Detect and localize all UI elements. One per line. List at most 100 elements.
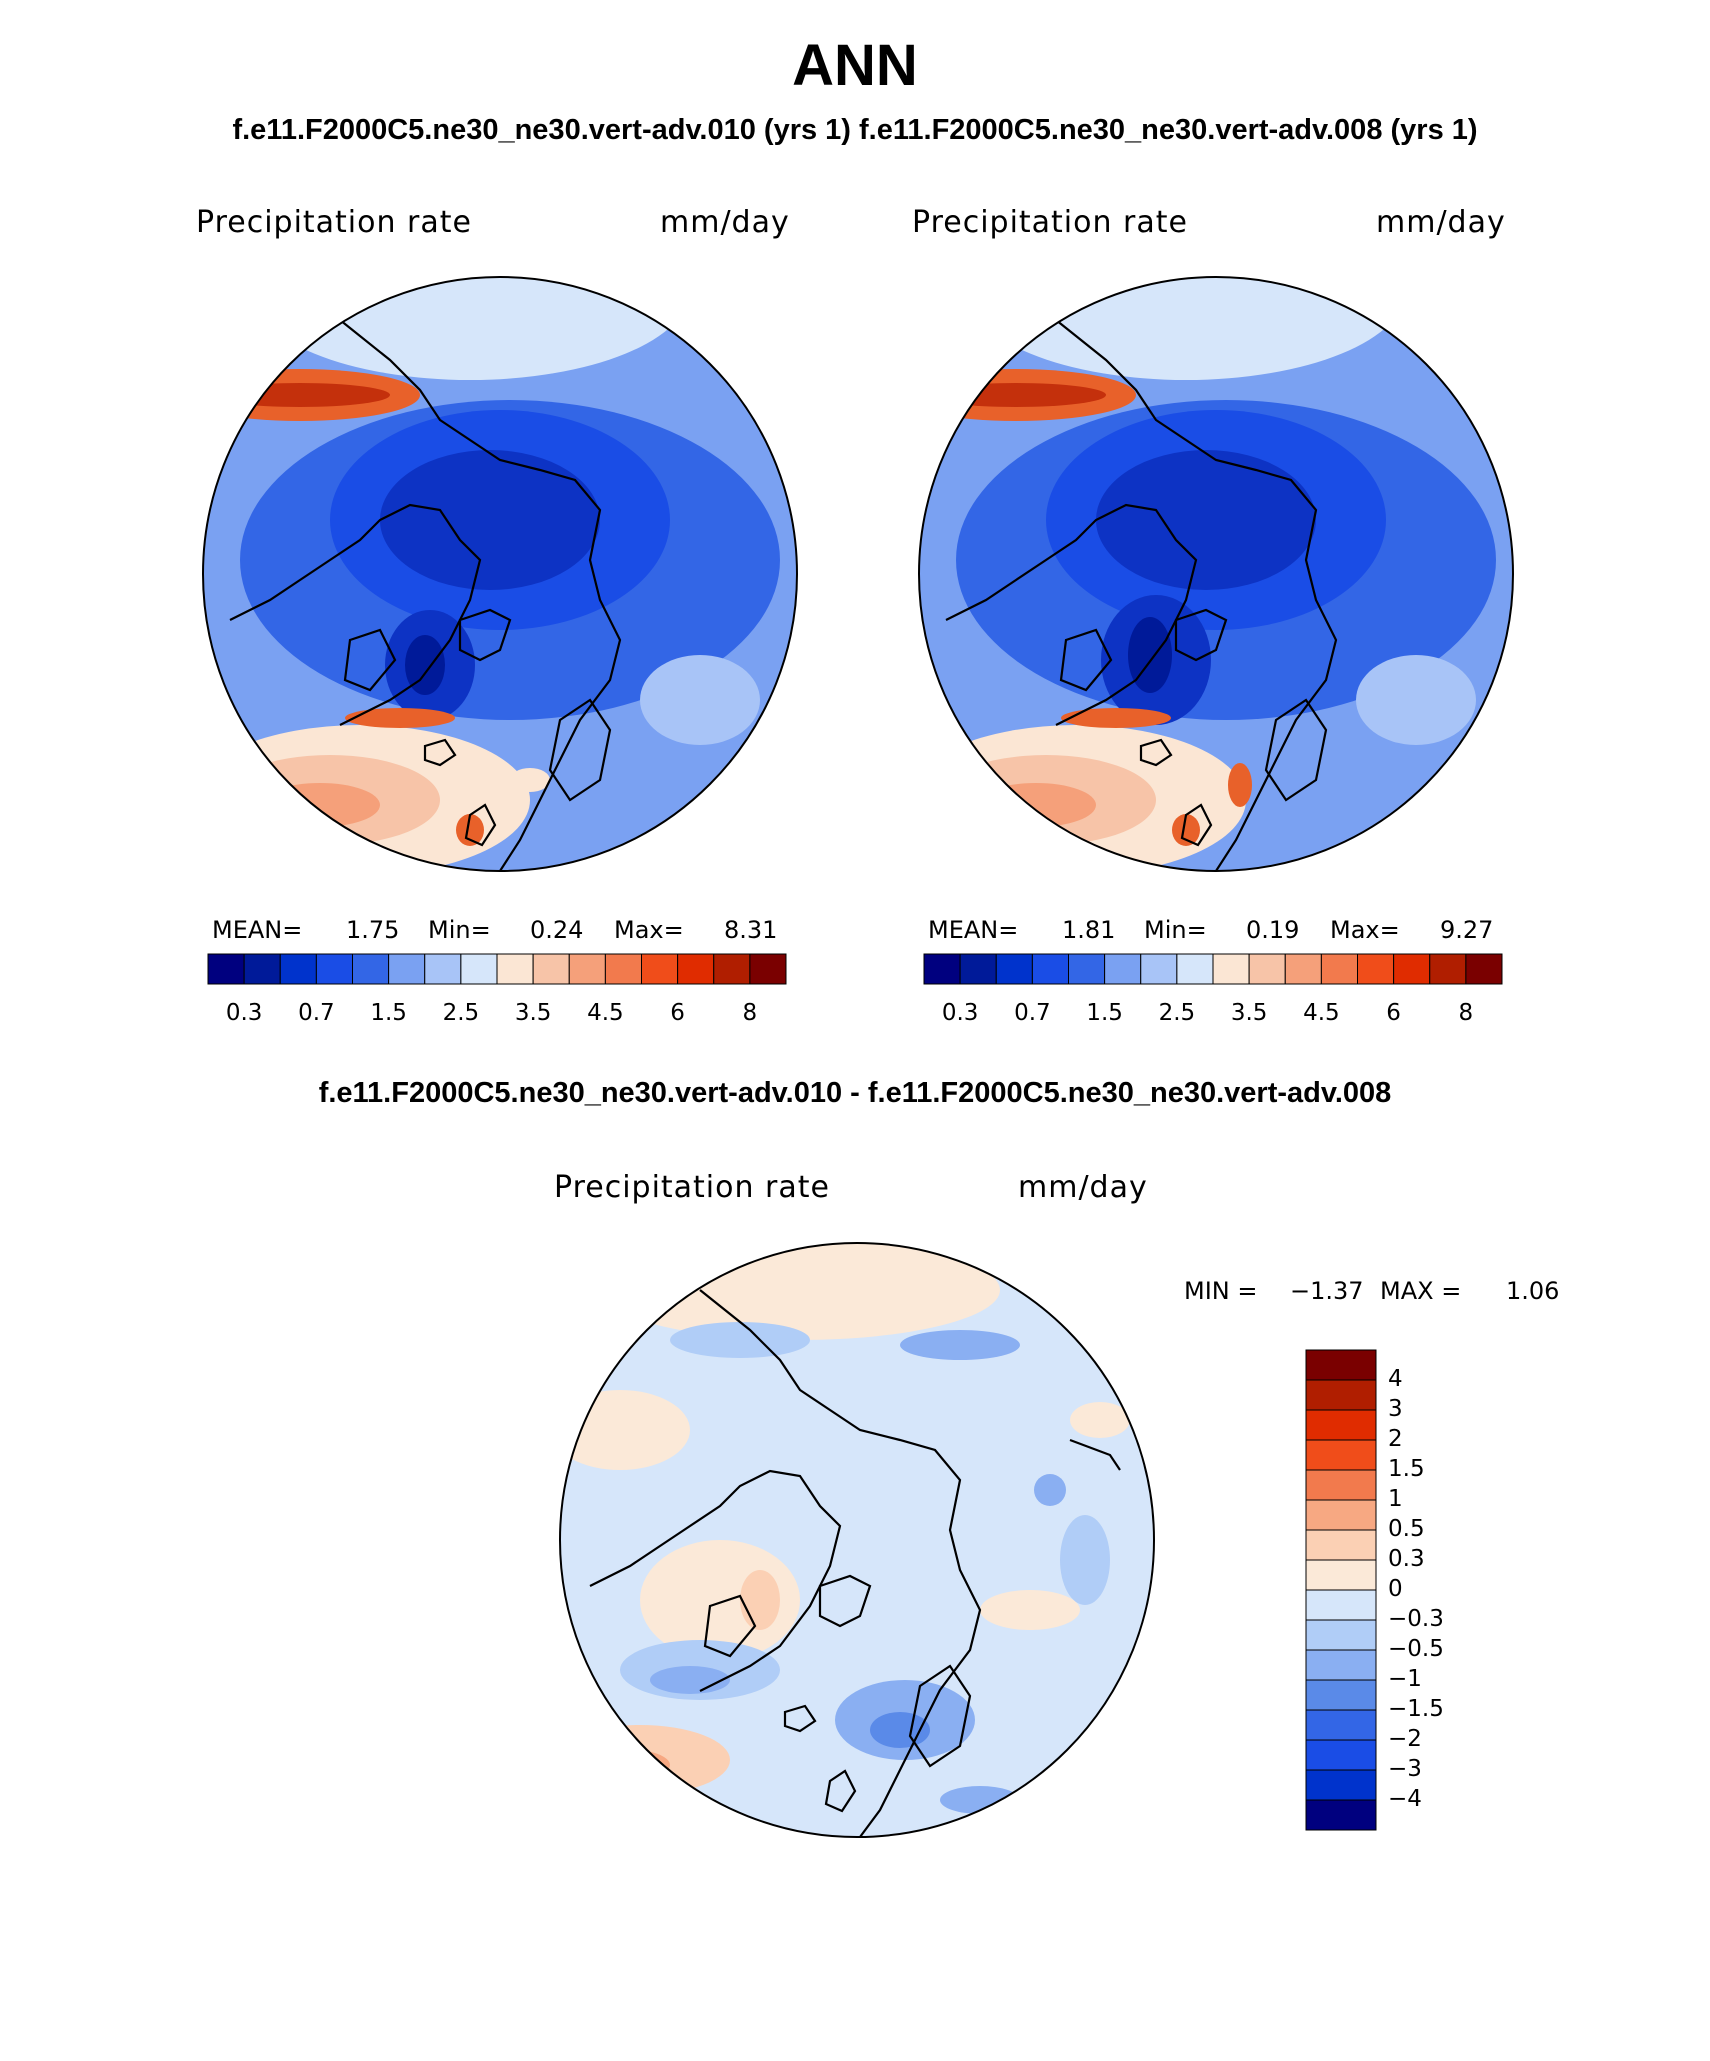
colorbar-tick-label: 2 — [1388, 1426, 1403, 1452]
colorbar-swatch — [1357, 953, 1395, 985]
colorbar-tick-label: −0.3 — [1388, 1606, 1444, 1632]
case-title: f.e11.F2000C5.ne30_ne30.vert-adv.010 (yr… — [232, 114, 1478, 146]
diff-units: mm/day — [1018, 1170, 1148, 1205]
colorbar-swatch — [1320, 953, 1358, 985]
colorbar-tick-label: 0.7 — [1014, 1000, 1051, 1026]
colorbar-swatch — [1140, 953, 1178, 985]
colorbar-swatch — [1393, 953, 1431, 985]
panel2-variable: Precipitation rate — [912, 205, 1188, 240]
colorbar-tick-label: 3.5 — [514, 1000, 552, 1026]
colorbar-swatch — [1305, 1349, 1377, 1381]
colorbar-swatch — [1176, 953, 1214, 985]
colorbar-swatch — [243, 953, 281, 985]
panel1-max-value: 8.31 — [724, 916, 778, 944]
colorbar-tick-label: 4.5 — [1303, 1000, 1340, 1026]
colorbar-tick-label: −3 — [1388, 1756, 1422, 1782]
diff-title: f.e11.F2000C5.ne30_ne30.vert-adv.010 - f… — [318, 1077, 1392, 1109]
panel1-variable: Precipitation rate — [196, 205, 472, 240]
panel2-units: mm/day — [1376, 205, 1506, 240]
panel2-max-label: Max= — [1330, 916, 1400, 944]
colorbar-swatch — [1305, 1739, 1377, 1771]
colorbar-swatch — [1305, 1769, 1377, 1801]
colorbar-tick-label: 8 — [1458, 1000, 1474, 1026]
colorbar-tick-label: −0.5 — [1388, 1636, 1444, 1662]
colorbar-swatch — [279, 953, 317, 985]
panel1-units: mm/day — [660, 205, 790, 240]
colorbar-swatch — [959, 953, 997, 985]
colorbar-swatch — [1212, 953, 1250, 985]
colorbar-tick-label: 0 — [1388, 1576, 1403, 1602]
colorbar-swatch — [207, 953, 245, 985]
panel1-max-label: Max= — [614, 916, 684, 944]
colorbar-tick-label: 0.5 — [1388, 1516, 1425, 1542]
panel2-colorbar — [923, 953, 1503, 985]
colorbar-tick-label: 2.5 — [442, 1000, 480, 1026]
colorbar-tick-label: −1 — [1388, 1666, 1422, 1692]
colorbar-tick-label: 6 — [1386, 1000, 1401, 1026]
colorbar-tick-label: −4 — [1388, 1786, 1422, 1812]
panel2-mean-value: 1.81 — [1062, 916, 1116, 944]
colorbar-swatch — [713, 953, 751, 985]
colorbar-swatch — [1305, 1649, 1377, 1681]
colorbar-tick-label: 2.5 — [1158, 1000, 1196, 1026]
colorbar-swatch — [1305, 1439, 1377, 1471]
colorbar-swatch — [1068, 953, 1106, 985]
colorbar-swatch — [641, 953, 679, 985]
colorbar-swatch — [677, 953, 715, 985]
colorbar-tick-label: 1.5 — [1086, 1000, 1123, 1026]
colorbar-tick-label: 6 — [670, 1000, 685, 1026]
colorbar-swatch — [923, 953, 961, 985]
colorbar-swatch — [1284, 953, 1322, 985]
panel2-max-value: 9.27 — [1440, 916, 1494, 944]
diff-min-value: −1.37 — [1290, 1277, 1364, 1305]
colorbar-swatch — [1305, 1379, 1377, 1411]
colorbar-swatch — [1429, 953, 1467, 985]
diff-min-label: MIN = — [1184, 1277, 1258, 1305]
panel1-colorbar — [207, 953, 787, 985]
colorbar-swatch — [1305, 1709, 1377, 1741]
colorbar-swatch — [496, 953, 534, 985]
colorbar-swatch — [424, 953, 462, 985]
colorbar-tick-label: 0.3 — [225, 1000, 263, 1026]
colorbar-tick-label: 1 — [1388, 1486, 1403, 1512]
colorbar-tick-label: −1.5 — [1388, 1696, 1444, 1722]
colorbar-swatch — [532, 953, 570, 985]
colorbar-swatch — [1305, 1559, 1377, 1591]
panel1-mean-label: MEAN= — [212, 916, 303, 944]
diff-max-label: MAX = — [1380, 1277, 1462, 1305]
colorbar-swatch — [460, 953, 498, 985]
colorbar-swatch — [388, 953, 426, 985]
colorbar-tick-label: 0.3 — [1388, 1546, 1425, 1572]
colorbar-tick-label: 4.5 — [587, 1000, 624, 1026]
colorbar-tick-label: 3 — [1388, 1396, 1403, 1422]
colorbar-swatch — [1465, 953, 1503, 985]
plot-title: ANN — [792, 33, 918, 98]
panel2-mean-label: MEAN= — [928, 916, 1019, 944]
colorbar-swatch — [749, 953, 787, 985]
colorbar-tick-label: 1.5 — [370, 1000, 407, 1026]
colorbar-swatch — [1305, 1799, 1377, 1831]
colorbar-tick-label: 3.5 — [1230, 1000, 1268, 1026]
colorbar-swatch — [1305, 1529, 1377, 1561]
panel2-min-value: 0.19 — [1246, 916, 1300, 944]
colorbar-swatch — [352, 953, 390, 985]
diff-variable: Precipitation rate — [554, 1170, 830, 1205]
colorbar-tick-label: 0.3 — [941, 1000, 979, 1026]
colorbar-swatch — [1305, 1409, 1377, 1441]
diff-colorbar — [1305, 1349, 1377, 1831]
colorbar-tick-label: −2 — [1388, 1726, 1422, 1752]
panel1-min-label: Min= — [428, 916, 491, 944]
colorbar-swatch — [568, 953, 606, 985]
colorbar-swatch — [315, 953, 353, 985]
colorbar-swatch — [1305, 1619, 1377, 1651]
colorbar-swatch — [1305, 1499, 1377, 1531]
colorbar-swatch — [604, 953, 642, 985]
colorbar-tick-label: 0.7 — [298, 1000, 335, 1026]
colorbar-swatch — [1305, 1469, 1377, 1501]
colorbar-swatch — [1031, 953, 1069, 985]
panel1-mean-value: 1.75 — [346, 916, 400, 944]
colorbar-tick-label: 4 — [1388, 1366, 1403, 1392]
colorbar-swatch — [1248, 953, 1286, 985]
colorbar-tick-label: 1.5 — [1388, 1456, 1425, 1482]
